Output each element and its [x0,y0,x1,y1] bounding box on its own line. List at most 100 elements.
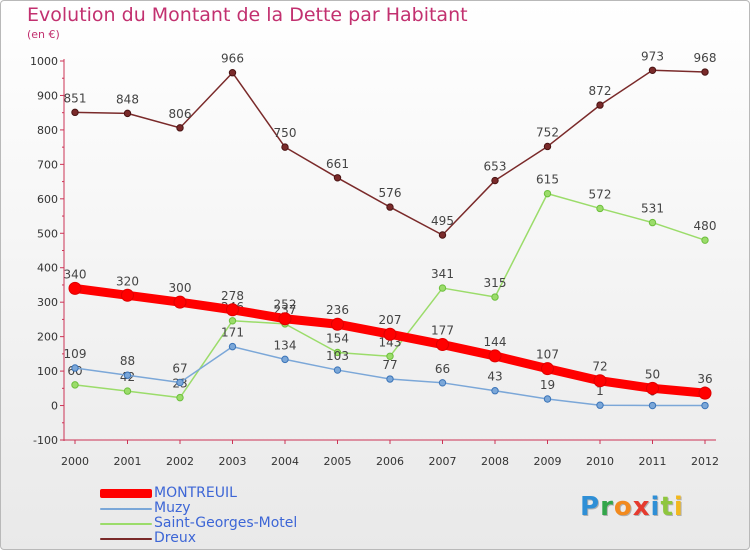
y-tick-label: 100 [37,365,58,378]
data-point [123,109,132,118]
data-point [596,401,604,409]
data-label: 315 [484,276,507,290]
data-point [383,327,397,341]
x-tick-label: 2003 [219,455,247,468]
data-point [71,108,79,117]
data-point [121,288,134,302]
data-point [176,393,184,402]
data-label: 77 [382,358,397,372]
data-point [123,387,132,395]
data-point [68,281,82,295]
data-point [333,366,342,374]
data-point [543,395,552,403]
data-point [596,204,604,213]
data-label: 144 [484,335,507,349]
data-point [123,371,132,379]
data-label: 341 [431,267,454,281]
y-unit-label: (en €) [27,28,60,41]
y-tick-label: 500 [37,227,58,240]
data-point [491,176,499,185]
data-label: 43 [487,370,502,384]
data-label: 134 [274,338,297,352]
data-label: 851 [64,91,87,105]
legend-item: Saint-Georges-Motel [100,516,297,531]
data-point [543,142,552,151]
legend-swatch [100,507,152,510]
x-tick-label: 2011 [639,455,667,468]
x-tick-label: 2008 [481,455,509,468]
y-tick-label: 0 [51,400,58,413]
legend-item: Dreux [100,531,196,546]
data-point [71,364,79,372]
data-point [176,124,184,132]
data-label: 320 [116,274,139,288]
data-point [173,295,187,309]
data-label: 495 [431,214,454,228]
x-tick-label: 2012 [691,455,719,468]
data-label: 72 [592,360,607,374]
data-point [228,69,237,77]
y-tick-label: 200 [37,331,58,344]
data-label: 103 [326,349,349,363]
data-label: 480 [694,219,717,233]
data-point [333,348,342,357]
data-point [648,401,657,410]
legend-item: MONTREUIL [100,486,237,501]
data-point [701,401,709,410]
data-point [438,284,447,292]
data-point [386,203,394,211]
data-point [701,236,709,244]
data-point [701,68,709,76]
data-point [543,189,552,198]
data-point [491,387,499,395]
data-point [228,317,237,325]
data-label: 615 [536,173,559,187]
data-label: 177 [431,324,454,338]
data-point [648,218,657,227]
y-tick-label: 600 [37,193,58,206]
data-label: 171 [221,326,244,340]
data-point [228,342,237,351]
data-point [331,317,344,331]
data-label: 531 [641,202,664,216]
data-label: 67 [172,361,187,375]
x-tick-label: 2001 [114,455,142,468]
data-point [71,381,79,389]
x-tick-label: 2009 [534,455,562,468]
data-point [226,303,239,317]
data-point [386,375,394,383]
data-label: 107 [536,348,559,362]
data-label: 207 [379,313,402,327]
data-point [593,374,607,388]
data-label: 36 [697,372,712,386]
data-point [281,355,289,364]
data-label: 752 [536,125,559,139]
x-tick-label: 2006 [376,455,404,468]
data-label: 236 [326,303,349,317]
data-label: 19 [540,378,555,392]
data-point [281,143,289,151]
data-point [488,349,502,363]
data-label: 661 [326,157,349,171]
data-label: 340 [64,267,87,281]
data-label: 88 [120,354,135,368]
data-label: 806 [169,107,192,121]
data-label: 973 [641,49,664,63]
data-point [278,312,292,326]
x-tick-label: 2000 [61,455,89,468]
chart-title: Evolution du Montant de la Dette par Hab… [27,4,468,26]
data-label: 653 [484,160,507,174]
data-label: 252 [274,298,297,312]
legend-label: Saint-Georges-Motel [154,515,298,531]
data-label: 872 [589,84,612,98]
data-point [698,386,712,400]
data-point [386,352,394,360]
data-point [438,231,447,239]
legend-swatch [100,522,152,525]
data-label: 300 [169,281,192,295]
data-point [491,293,499,301]
data-label: 968 [694,51,717,65]
data-label: 572 [589,187,612,201]
